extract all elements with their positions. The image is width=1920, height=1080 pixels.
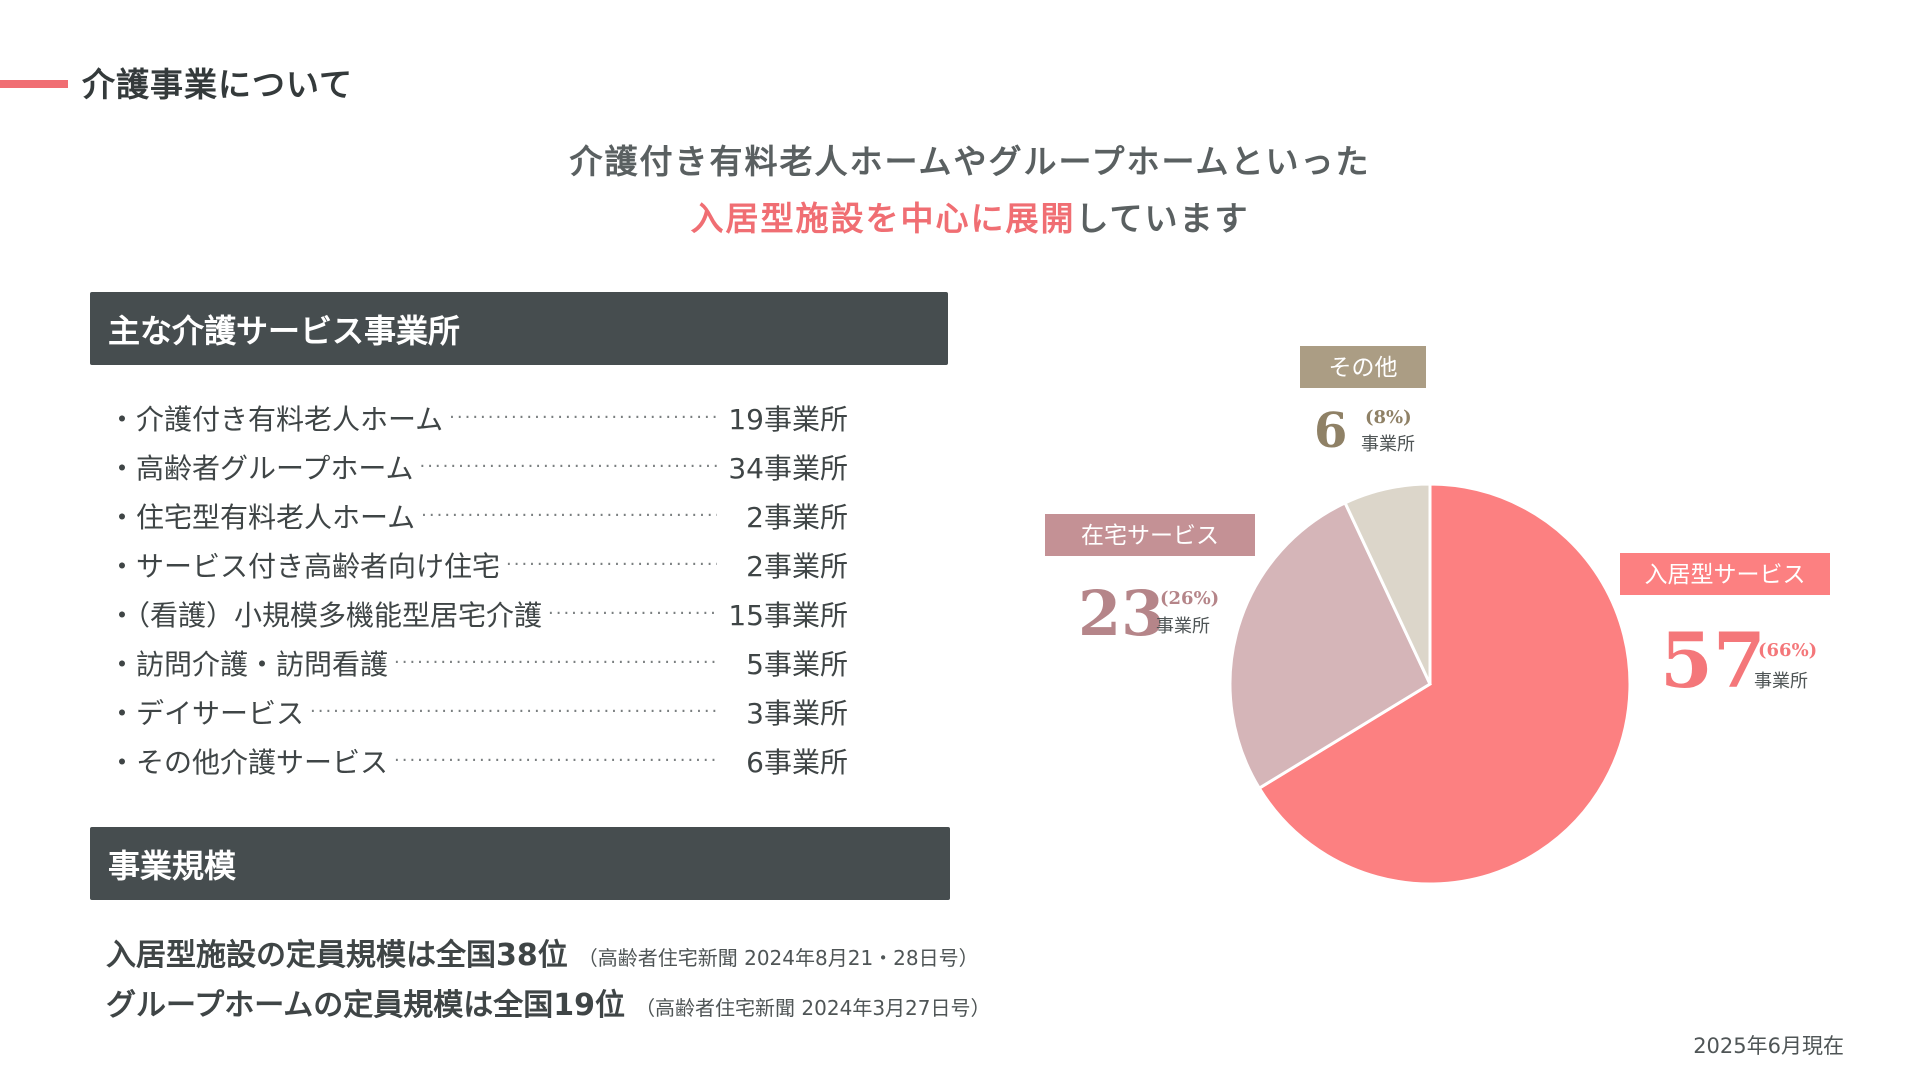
scale-section-header: 事業規模 — [90, 827, 950, 900]
office-count: 3事業所 — [746, 696, 848, 730]
dot-leader — [449, 407, 717, 428]
slice-unit-home-care: 事業所 — [1156, 616, 1210, 637]
dot-leader — [548, 603, 717, 624]
slice-label-home-care: 在宅サービス — [1081, 523, 1219, 549]
slice-label-tag-other — [1300, 346, 1426, 388]
slice-value-home-care: 23 — [1078, 577, 1164, 650]
office-name: ・訪問介護・訪問看護 — [108, 647, 389, 681]
office-list-item: ・サービス付き高齢者向け住宅 2事業所 — [108, 540, 848, 589]
pie-slice-other — [1343, 482, 1432, 685]
slice-value-residential: 57 — [1660, 616, 1766, 705]
scale-ranking-text: 入居型施設の定員規模は全国38位 — [106, 938, 568, 973]
pie-slice-home-care — [1228, 500, 1432, 791]
dot-leader — [421, 505, 717, 526]
office-count: 15事業所 — [728, 598, 848, 632]
office-list-item: ・住宅型有料老人ホーム 2事業所 — [108, 491, 848, 540]
office-name: ・住宅型有料老人ホーム — [108, 500, 416, 534]
dot-leader — [394, 652, 717, 673]
dot-leader — [506, 554, 717, 575]
office-name: ・（看護）小規模多機能型居宅介護 — [108, 598, 543, 632]
as-of-date: 2025年6月現在 — [1693, 1034, 1844, 1058]
dot-leader — [394, 750, 717, 771]
office-list-item: ・高齢者グループホーム 34事業所 — [108, 442, 848, 491]
office-count: 2事業所 — [746, 500, 848, 534]
slice-percent-home-care: (26%) — [1160, 588, 1219, 609]
scale-ranking-source: （高齢者住宅新聞 2024年3月27日号） — [635, 996, 991, 1020]
scale-ranking-text: グループホームの定員規模は全国19位 — [106, 988, 626, 1023]
slice-label-residential: 入居型サービス — [1645, 562, 1806, 588]
office-list-item: ・その他介護サービス 6事業所 — [108, 736, 848, 785]
scale-ranking-line: グループホームの定員規模は全国19位 （高齢者住宅新聞 2024年3月27日号） — [106, 980, 991, 1024]
offices-section-header: 主な介護サービス事業所 — [90, 292, 948, 365]
office-list-item: ・介護付き有料老人ホーム 19事業所 — [108, 393, 848, 442]
office-list: ・介護付き有料老人ホーム 19事業所 ・高齢者グループホーム 34事業所 ・住宅型有… — [108, 393, 848, 785]
office-list-item: ・（看護）小規模多機能型居宅介護 15事業所 — [108, 589, 848, 638]
office-list-item: ・訪問介護・訪問看護 5事業所 — [108, 638, 848, 687]
office-count: 6事業所 — [746, 745, 848, 779]
slice-label-other: その他 — [1329, 355, 1398, 381]
dot-leader — [419, 456, 717, 477]
headline-line-2: 入居型施設を中心に展開しています — [490, 192, 1450, 240]
headline-rest: しています — [1075, 199, 1250, 238]
slice-unit-other: 事業所 — [1361, 434, 1415, 455]
headline-highlight: 入居型施設を中心に展開 — [690, 199, 1076, 238]
office-name: ・デイサービス — [108, 696, 305, 730]
slice-percent-residential: (66%) — [1758, 640, 1817, 661]
pie-slice-residential — [1257, 482, 1632, 886]
office-name: ・サービス付き高齢者向け住宅 — [108, 549, 501, 583]
office-name: ・高齢者グループホーム — [108, 451, 414, 485]
slice-unit-residential: 事業所 — [1754, 671, 1808, 692]
scale-ranking-source: （高齢者住宅新聞 2024年8月21・28日号） — [577, 946, 979, 970]
slice-value-other: 6 — [1314, 403, 1347, 459]
headline-line-1: 介護付き有料老人ホームやグループホームといった — [569, 142, 1371, 181]
office-count: 2事業所 — [746, 549, 848, 583]
page-title: 介護事業について — [82, 65, 354, 104]
dot-leader — [310, 701, 717, 722]
title-accent-line — [0, 80, 68, 88]
slice-label-tag-residential — [1620, 553, 1830, 595]
office-name: ・介護付き有料老人ホーム — [108, 402, 444, 436]
office-count: 19事業所 — [728, 402, 848, 436]
office-name: ・その他介護サービス — [108, 745, 389, 779]
slice-percent-other: (8%) — [1365, 407, 1412, 428]
office-list-item: ・デイサービス 3事業所 — [108, 687, 848, 736]
office-count: 34事業所 — [728, 451, 848, 485]
scale-ranking-line: 入居型施設の定員規模は全国38位 （高齢者住宅新聞 2024年8月21・28日号） — [106, 930, 979, 974]
slice-label-tag-home-care — [1045, 514, 1255, 556]
office-count: 5事業所 — [746, 647, 848, 681]
